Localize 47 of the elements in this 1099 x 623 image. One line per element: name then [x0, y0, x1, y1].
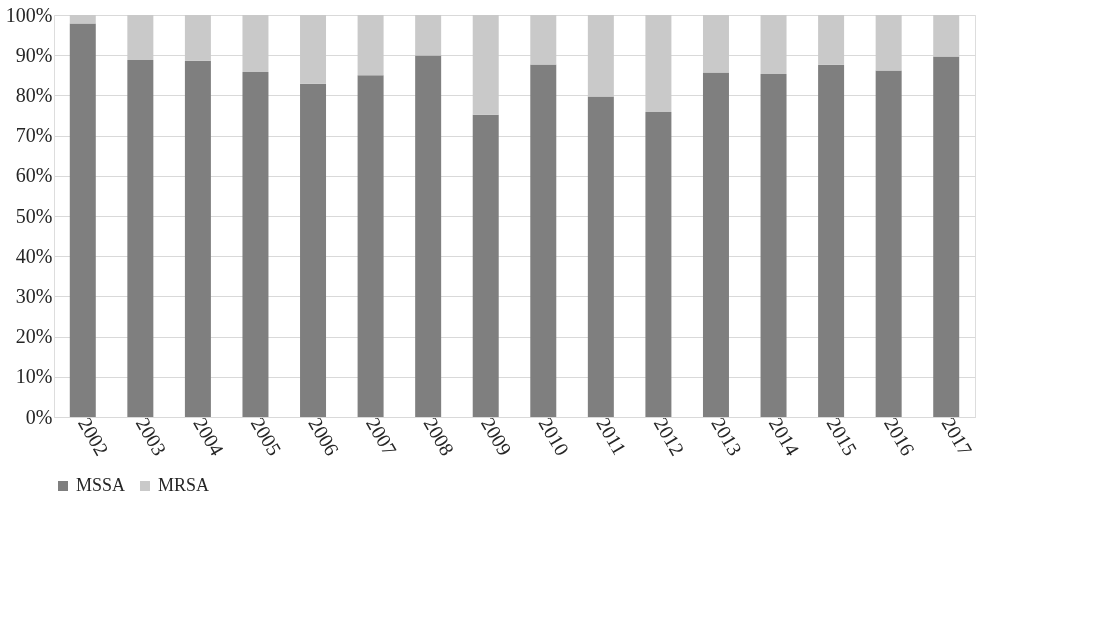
- bar: [875, 15, 902, 71]
- bar: [472, 15, 499, 115]
- legend-label: MRSA: [158, 475, 210, 495]
- bar: [530, 15, 557, 65]
- bar: [300, 83, 327, 417]
- bar: [645, 111, 672, 417]
- x-tick-label: 2007: [361, 413, 401, 460]
- bar: [933, 56, 960, 417]
- legend-label: MSSA: [76, 475, 126, 495]
- bar: [300, 15, 327, 84]
- bar: [760, 74, 787, 417]
- y-tick-label: 30%: [15, 284, 53, 307]
- bar: [702, 15, 729, 73]
- bar: [415, 15, 442, 56]
- bar: [127, 60, 154, 417]
- bar: [818, 64, 845, 417]
- bar: [357, 15, 384, 76]
- bar: [587, 96, 614, 417]
- x-tick-label: 2017: [937, 413, 977, 460]
- y-tick-label: 50%: [15, 204, 53, 227]
- bar: [184, 60, 211, 417]
- bar: [818, 15, 845, 65]
- bar: [127, 15, 154, 61]
- bar: [69, 23, 96, 417]
- bar: [242, 72, 269, 417]
- bar: [415, 55, 442, 417]
- y-tick-label: 90%: [15, 43, 53, 66]
- bar: [472, 114, 499, 417]
- bar: [933, 15, 960, 57]
- y-tick-label: 10%: [15, 365, 53, 388]
- bar: [760, 15, 787, 75]
- y-tick-label: 60%: [15, 164, 53, 187]
- bar: [184, 15, 211, 61]
- y-tick-label: 70%: [15, 124, 53, 147]
- y-tick-label: 40%: [15, 244, 53, 267]
- bar: [242, 15, 269, 73]
- bar: [875, 70, 902, 417]
- bar: [702, 72, 729, 417]
- y-tick-label: 80%: [15, 83, 53, 106]
- bar: [69, 15, 96, 24]
- bar: [645, 15, 672, 112]
- bar: [357, 75, 384, 417]
- bar: [587, 15, 614, 97]
- bar: [530, 64, 557, 417]
- y-tick-label: 0%: [25, 405, 53, 428]
- y-tick-label: 100%: [5, 3, 53, 26]
- y-tick-label: 20%: [15, 325, 53, 348]
